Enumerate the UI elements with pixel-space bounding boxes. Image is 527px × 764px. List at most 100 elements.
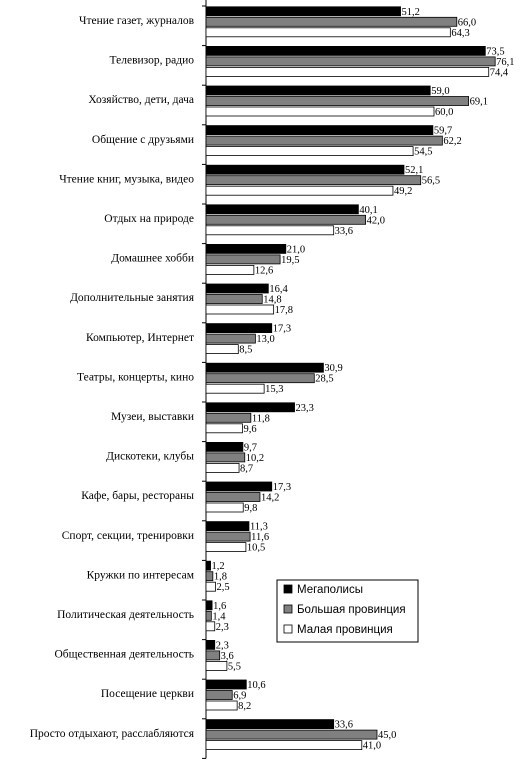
- data-label: 33,6: [335, 720, 353, 731]
- bar: [205, 441, 244, 452]
- data-label: 33,6: [335, 226, 353, 237]
- bar: [205, 462, 240, 473]
- bar: [205, 412, 252, 423]
- bar: [205, 294, 263, 304]
- bar: [205, 481, 273, 492]
- data-label: 60,0: [435, 107, 453, 118]
- category-label: Дискотеки, клубы: [106, 451, 194, 463]
- bar: [205, 204, 359, 215]
- data-label: 52,1: [405, 165, 423, 176]
- data-label: 17,3: [273, 324, 291, 335]
- data-label: 19,5: [281, 255, 299, 266]
- bar: [205, 542, 247, 552]
- bar: [205, 283, 269, 294]
- data-label: 12,6: [255, 265, 273, 276]
- data-label: 51,2: [402, 7, 420, 18]
- data-label: 11,8: [252, 413, 270, 424]
- bar: [205, 344, 239, 355]
- bar: [205, 640, 216, 650]
- category-label: Политическая деятельность: [57, 609, 194, 621]
- data-label: 9,8: [244, 503, 257, 514]
- bar: [205, 740, 363, 750]
- data-label: 5,5: [228, 661, 241, 672]
- category-label: Просто отдыхают, расслабляются: [30, 728, 195, 740]
- data-label: 10,6: [247, 680, 265, 691]
- legend: Мегаполисы Большая провинция Малая провинц…: [276, 579, 419, 643]
- bar: [205, 650, 221, 661]
- bar: [205, 67, 490, 77]
- bar: [205, 571, 214, 582]
- data-label: 14,8: [263, 295, 281, 306]
- data-label: 1,8: [214, 572, 227, 583]
- data-label: 62,2: [443, 136, 461, 147]
- bar: [205, 661, 228, 671]
- legend-swatch: [283, 624, 293, 634]
- data-label: 69,1: [470, 97, 488, 108]
- bar: [205, 531, 251, 542]
- bar: [205, 225, 335, 236]
- bar: [205, 402, 295, 413]
- bar: [205, 125, 434, 135]
- bar: [205, 719, 335, 729]
- bar: [205, 362, 324, 373]
- category-label: Отдых на природе: [104, 213, 194, 225]
- data-label: 2,3: [216, 640, 229, 651]
- data-label: 1,2: [212, 561, 225, 572]
- legend-label: Мегаполисы: [297, 584, 363, 596]
- data-label: 66,0: [458, 17, 476, 28]
- bar: [205, 323, 273, 334]
- data-label: 6,9: [233, 691, 246, 702]
- data-label: 11,3: [250, 522, 268, 533]
- data-label: 64,3: [451, 28, 469, 39]
- bar: [205, 560, 211, 571]
- data-label: 14,2: [261, 493, 279, 504]
- bar: [205, 581, 216, 592]
- data-label: 13,0: [256, 334, 274, 345]
- bar: [205, 164, 405, 175]
- bar: [205, 452, 246, 463]
- bar: [205, 56, 496, 67]
- data-label: 59,0: [431, 86, 449, 97]
- data-label: 42,0: [367, 215, 385, 226]
- bar: [205, 373, 315, 384]
- data-label: 40,1: [359, 205, 377, 216]
- data-label: 8,5: [239, 345, 252, 356]
- legend-label: Большая провинция: [297, 604, 406, 616]
- data-label: 28,5: [315, 374, 333, 385]
- category-label: Посещение церкви: [101, 688, 194, 700]
- bar: [205, 96, 469, 106]
- data-label: 17,8: [275, 305, 293, 316]
- data-label: 15,3: [265, 384, 283, 395]
- bar: [205, 304, 275, 315]
- data-label: 3,6: [221, 651, 234, 662]
- data-label: 1,6: [213, 601, 226, 612]
- data-label: 76,1: [496, 57, 514, 68]
- bar: [205, 175, 422, 186]
- data-label: 23,3: [296, 403, 314, 414]
- bar: [205, 729, 378, 740]
- category-label: Телевизор, радио: [110, 55, 195, 67]
- data-label: 21,0: [287, 244, 305, 255]
- bar: [205, 243, 287, 254]
- data-label: 11,6: [251, 532, 269, 543]
- data-label: 17,3: [273, 482, 291, 493]
- category-label: Хозяйство, дети, дача: [88, 94, 194, 106]
- data-label: 16,4: [269, 284, 288, 295]
- data-label: 8,7: [240, 463, 253, 474]
- bar: [205, 106, 435, 117]
- data-label: 74,4: [490, 67, 509, 78]
- data-label: 54,5: [414, 147, 432, 158]
- bar: [205, 700, 238, 711]
- legend-swatch: [283, 604, 293, 614]
- bar: [205, 135, 443, 146]
- bar: [205, 185, 394, 196]
- data-label: 10,5: [247, 543, 265, 554]
- bar: [205, 610, 212, 621]
- bar: [205, 85, 431, 96]
- bar: [205, 383, 265, 394]
- category-label: Театры, концерты, кино: [77, 371, 194, 383]
- bar: [205, 254, 281, 265]
- axis-layer: [202, 0, 207, 759]
- category-label: Дополнительные занятия: [70, 292, 195, 304]
